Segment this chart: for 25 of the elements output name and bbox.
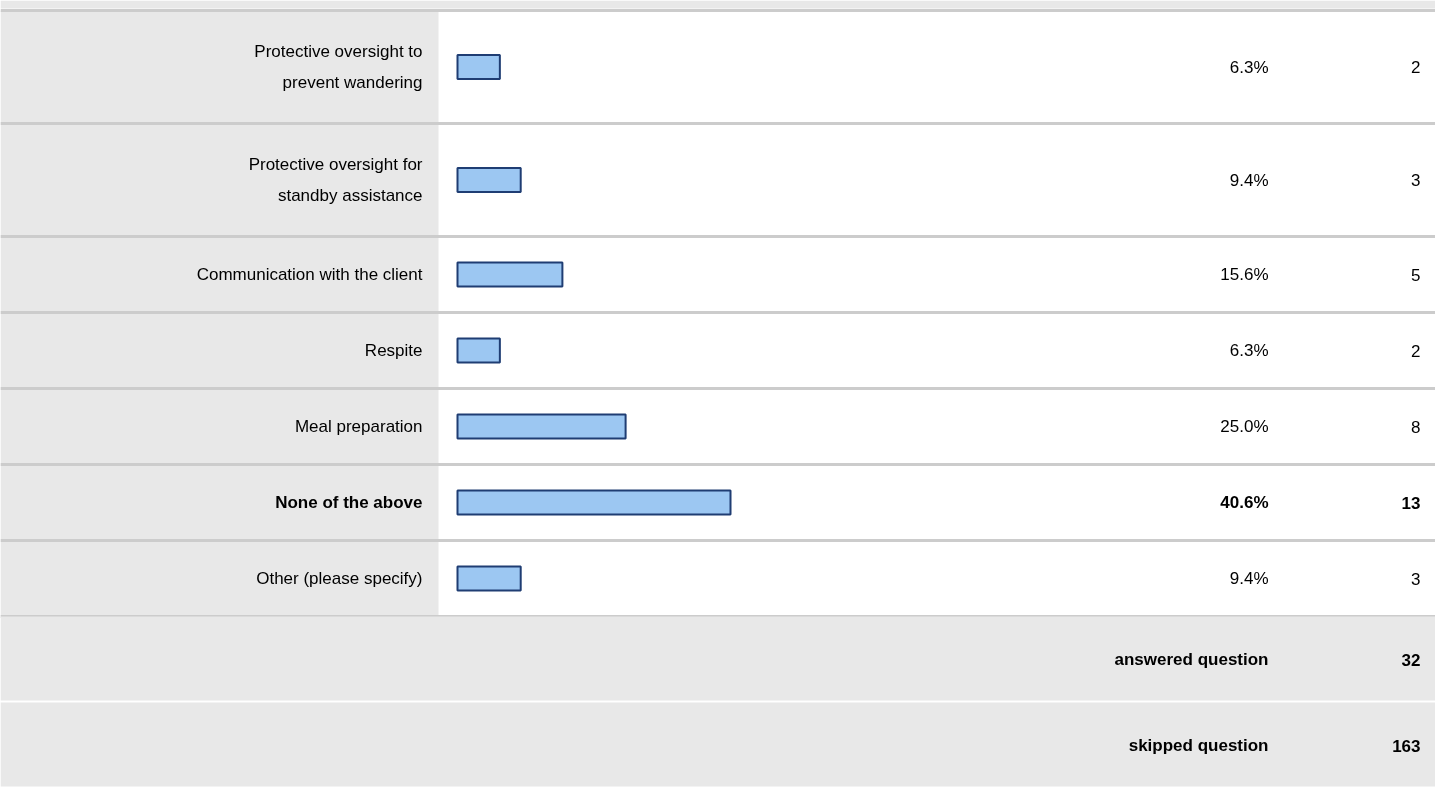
y-tick-label: Meal preparation bbox=[294, 417, 423, 436]
data-label: 9.4% bbox=[1229, 569, 1269, 588]
data-label: 6.3% bbox=[1229, 341, 1269, 360]
text: 32 bbox=[1401, 650, 1421, 670]
text: 2 bbox=[1411, 341, 1421, 361]
y-tick-label: Protective oversight for standby assistance bbox=[248, 155, 423, 205]
y-tick-label: Protective oversight to prevent wandering bbox=[254, 42, 423, 92]
y-tick-label: Communication with the client bbox=[196, 265, 423, 284]
data-label: 40.6% bbox=[1220, 493, 1269, 512]
text: 2 bbox=[1411, 58, 1421, 77]
text: skipped question bbox=[1128, 736, 1269, 755]
text: 163 bbox=[1392, 736, 1421, 756]
data-label: 9.4% bbox=[1229, 170, 1269, 190]
text: answered question bbox=[1114, 650, 1269, 669]
data-label: 6.3% bbox=[1229, 57, 1269, 77]
y-tick-label: Other (please specify) bbox=[256, 569, 423, 588]
text: 3 bbox=[1411, 171, 1421, 190]
text: 8 bbox=[1411, 417, 1421, 437]
data-label: 25.0% bbox=[1220, 417, 1269, 436]
y-tick-label: Respite bbox=[364, 341, 423, 360]
data-label: 15.6% bbox=[1220, 265, 1269, 284]
text: 3 bbox=[1411, 569, 1421, 589]
y-tick-label: None of the above bbox=[275, 493, 423, 512]
text: 13 bbox=[1401, 493, 1421, 513]
text: 5 bbox=[1411, 265, 1421, 285]
